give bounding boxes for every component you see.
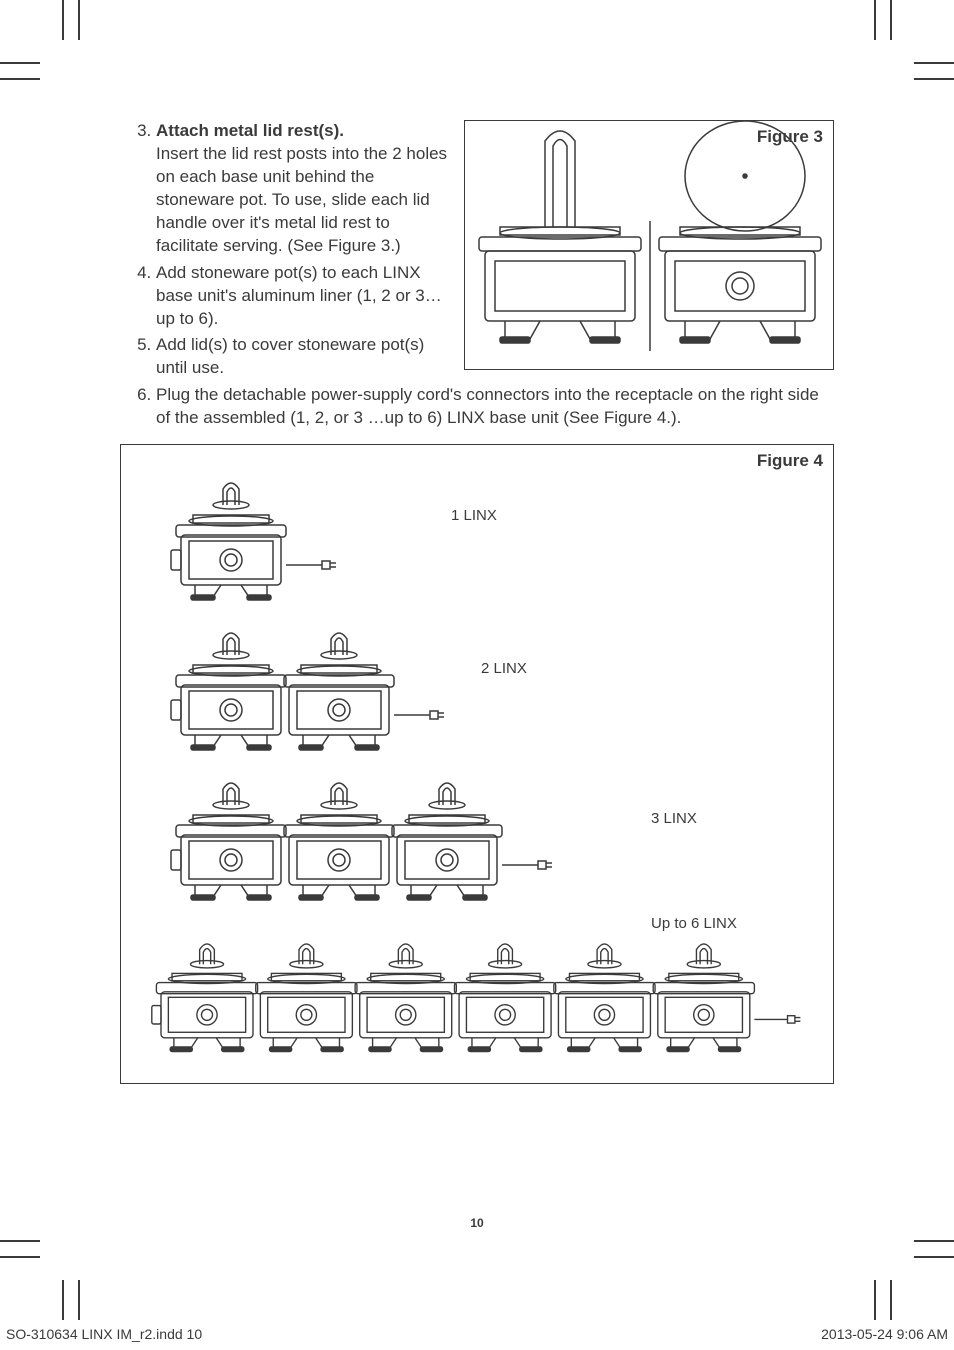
page-content: Attach metal lid rest(s). Insert the lid… xyxy=(120,120,834,1084)
label-1-linx: 1 LINX xyxy=(451,507,497,524)
step-4: Add stoneware pot(s) to each LINX base u… xyxy=(156,262,448,331)
label-3-linx: 3 LINX xyxy=(651,810,697,827)
page-number: 10 xyxy=(0,1216,954,1230)
label-2-linx: 2 LINX xyxy=(481,660,527,677)
figure-3: Figure 3 xyxy=(464,120,834,370)
label-6-linx: Up to 6 LINX xyxy=(651,915,737,932)
figure-4-illustration xyxy=(121,445,835,1085)
figure-3-label: Figure 3 xyxy=(757,127,823,147)
instruction-list: Attach metal lid rest(s). Insert the lid… xyxy=(120,120,448,380)
footer-doc-id: SO-310634 LINX IM_r2.indd 10 xyxy=(6,1326,202,1342)
instruction-list-cont: Plug the detachable power-supply cord's … xyxy=(120,384,834,430)
step-3-body: Insert the lid rest posts into the 2 hol… xyxy=(156,144,447,255)
step-6: Plug the detachable power-supply cord's … xyxy=(156,384,834,430)
figure-3-illustration xyxy=(465,121,835,371)
step-3-title: Attach metal lid rest(s). xyxy=(156,121,344,140)
step-5: Add lid(s) to cover stoneware pot(s) unt… xyxy=(156,334,448,380)
figure-4-label: Figure 4 xyxy=(757,451,823,471)
figure-4: Figure 4 1 LINX 2 LINX 3 LINX Up to 6 LI… xyxy=(120,444,834,1084)
step-3: Attach metal lid rest(s). Insert the lid… xyxy=(156,120,448,258)
footer-timestamp: 2013-05-24 9:06 AM xyxy=(821,1326,948,1342)
